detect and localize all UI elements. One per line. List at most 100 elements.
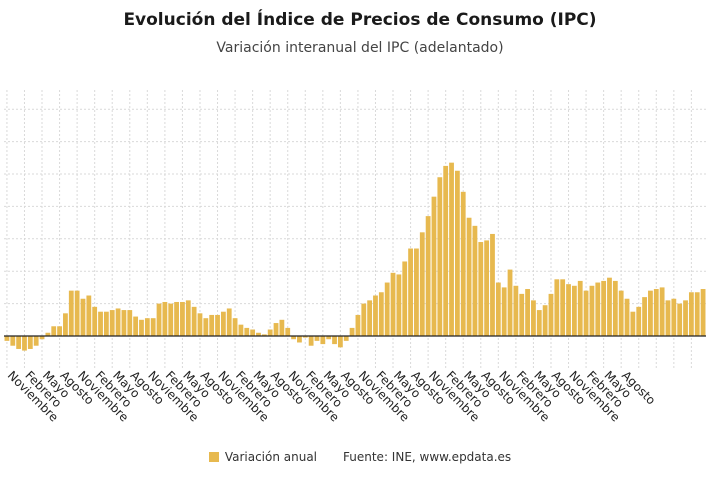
- bar[interactable]: [419, 232, 425, 336]
- bar[interactable]: [601, 280, 607, 336]
- bar[interactable]: [665, 300, 671, 336]
- bar[interactable]: [115, 308, 121, 336]
- bar[interactable]: [180, 301, 185, 336]
- bar[interactable]: [150, 318, 156, 336]
- bar[interactable]: [174, 301, 179, 336]
- bar[interactable]: [501, 287, 507, 336]
- bar[interactable]: [566, 284, 571, 336]
- bar[interactable]: [607, 277, 612, 336]
- bar[interactable]: [22, 336, 27, 351]
- bar[interactable]: [203, 318, 209, 336]
- bar[interactable]: [68, 290, 74, 336]
- bar[interactable]: [279, 319, 285, 336]
- bar[interactable]: [536, 310, 542, 336]
- bar[interactable]: [256, 332, 261, 336]
- bar[interactable]: [507, 269, 513, 336]
- bar[interactable]: [519, 293, 525, 336]
- bar[interactable]: [121, 310, 127, 336]
- bar[interactable]: [390, 272, 396, 336]
- bar[interactable]: [484, 240, 490, 336]
- bar[interactable]: [191, 306, 197, 336]
- bar[interactable]: [51, 326, 57, 336]
- bar[interactable]: [343, 336, 349, 341]
- bar[interactable]: [127, 310, 133, 336]
- bar[interactable]: [659, 287, 665, 336]
- bar[interactable]: [443, 165, 449, 336]
- bar[interactable]: [677, 303, 683, 336]
- bar[interactable]: [531, 300, 536, 336]
- bar[interactable]: [624, 298, 630, 336]
- bar[interactable]: [168, 303, 174, 336]
- bar[interactable]: [378, 292, 384, 336]
- bar[interactable]: [156, 303, 162, 336]
- bar[interactable]: [414, 248, 419, 336]
- bar[interactable]: [103, 311, 109, 336]
- bar[interactable]: [548, 293, 554, 336]
- bar[interactable]: [636, 306, 642, 336]
- bar[interactable]: [700, 289, 706, 336]
- bar[interactable]: [513, 285, 519, 336]
- bar[interactable]: [408, 248, 413, 336]
- bar[interactable]: [460, 191, 466, 336]
- bar[interactable]: [683, 300, 688, 336]
- bar[interactable]: [10, 336, 16, 346]
- bar[interactable]: [267, 329, 273, 336]
- bar[interactable]: [373, 295, 378, 337]
- bar[interactable]: [361, 303, 367, 336]
- bar[interactable]: [209, 314, 215, 336]
- bar[interactable]: [618, 290, 624, 336]
- bar[interactable]: [478, 242, 484, 336]
- bar[interactable]: [139, 319, 144, 336]
- bar[interactable]: [314, 336, 320, 341]
- bar[interactable]: [162, 301, 168, 336]
- bar[interactable]: [653, 289, 659, 336]
- bar[interactable]: [367, 300, 373, 336]
- bar[interactable]: [642, 297, 647, 336]
- bar[interactable]: [449, 162, 454, 336]
- bar[interactable]: [92, 306, 98, 336]
- bar[interactable]: [454, 170, 460, 336]
- bar[interactable]: [583, 290, 589, 336]
- bar[interactable]: [437, 177, 443, 336]
- bar[interactable]: [244, 327, 250, 336]
- bar[interactable]: [431, 196, 437, 336]
- bar[interactable]: [285, 327, 291, 336]
- bar[interactable]: [197, 313, 203, 336]
- bar[interactable]: [297, 336, 302, 343]
- bar[interactable]: [261, 334, 267, 336]
- bar[interactable]: [57, 326, 62, 336]
- bar[interactable]: [326, 336, 332, 340]
- bar[interactable]: [220, 311, 226, 336]
- bar[interactable]: [337, 336, 343, 348]
- bar[interactable]: [238, 324, 244, 336]
- bar[interactable]: [595, 282, 601, 336]
- bar[interactable]: [332, 336, 337, 345]
- bar[interactable]: [27, 336, 33, 349]
- bar[interactable]: [571, 285, 577, 336]
- bar[interactable]: [630, 311, 636, 336]
- bar[interactable]: [402, 261, 408, 336]
- bar[interactable]: [308, 336, 314, 346]
- bar[interactable]: [98, 311, 103, 336]
- bar[interactable]: [185, 300, 191, 336]
- bar[interactable]: [525, 289, 530, 336]
- bar[interactable]: [273, 323, 279, 336]
- bar[interactable]: [302, 336, 308, 338]
- bar[interactable]: [589, 285, 595, 336]
- bar[interactable]: [612, 280, 618, 336]
- bar[interactable]: [648, 290, 653, 336]
- bar[interactable]: [425, 216, 431, 336]
- bar[interactable]: [320, 336, 326, 345]
- bar[interactable]: [4, 336, 10, 341]
- bar[interactable]: [86, 295, 92, 337]
- bar[interactable]: [466, 217, 472, 336]
- bar[interactable]: [694, 292, 700, 336]
- bar[interactable]: [349, 327, 355, 336]
- bar[interactable]: [688, 292, 694, 336]
- bar[interactable]: [384, 282, 390, 336]
- bar[interactable]: [215, 314, 220, 336]
- bar[interactable]: [472, 225, 478, 336]
- bar[interactable]: [554, 279, 560, 336]
- bar[interactable]: [39, 336, 45, 340]
- bar[interactable]: [355, 314, 361, 336]
